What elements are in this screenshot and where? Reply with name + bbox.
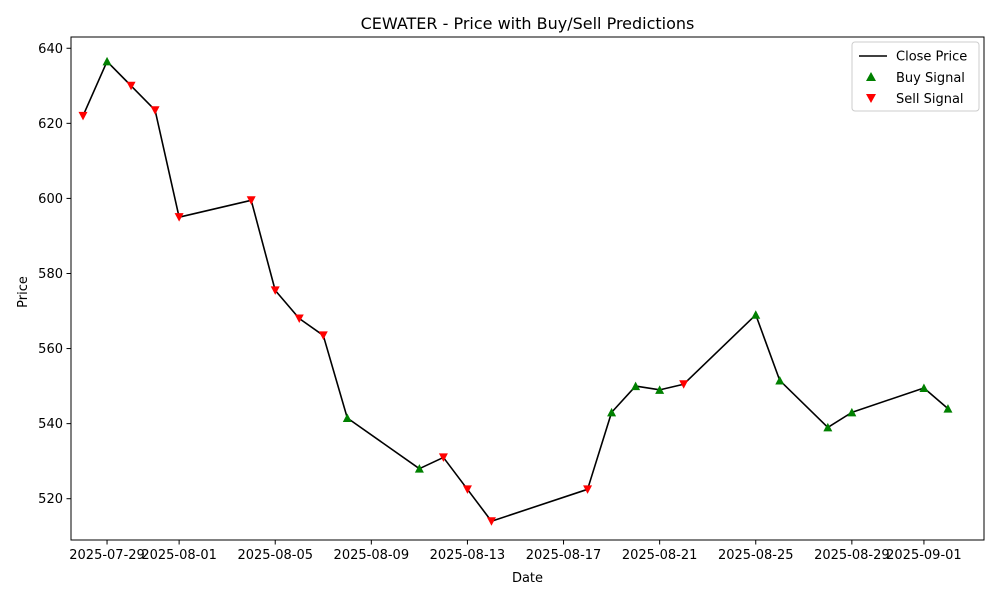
sell-signal-marker <box>246 196 256 205</box>
x-tick-label: 2025-09-01 <box>886 548 962 563</box>
legend: Close Price Buy Signal Sell Signal <box>851 41 980 112</box>
buy-signal-marker <box>751 310 761 319</box>
x-tick-label: 2025-08-09 <box>334 548 410 563</box>
legend-label-sell-signal: Sell Signal <box>896 92 964 107</box>
sell-signal-marker <box>583 485 593 494</box>
x-tick-label: 2025-08-13 <box>430 548 506 563</box>
buy-signal-marker <box>655 385 665 394</box>
chart-title: CEWATER - Price with Buy/Sell Prediction… <box>361 14 695 33</box>
buy-signal-marker <box>414 464 424 473</box>
x-tick-label: 2025-08-05 <box>237 548 313 563</box>
y-tick-label: 540 <box>38 417 63 432</box>
legend-sell-marker <box>866 94 876 103</box>
x-tick-label: 2025-08-25 <box>718 548 794 563</box>
buy-signal-marker <box>847 407 857 417</box>
sell-signal-marker <box>150 106 160 115</box>
sell-signal-marker <box>486 517 496 526</box>
x-tick-label: 2025-08-01 <box>141 548 217 563</box>
sell-signal-marker <box>126 81 136 91</box>
x-tick-label: 2025-08-21 <box>622 548 698 563</box>
y-tick-label: 620 <box>38 117 63 132</box>
buy-signal-marker <box>607 407 617 417</box>
y-tick-label: 600 <box>38 192 63 207</box>
y-axis-label: Price <box>16 276 31 308</box>
sell-signal-marker <box>78 111 88 121</box>
sell-signal-marker <box>679 380 689 389</box>
x-tick-label: 2025-08-29 <box>814 548 890 563</box>
sell-signal-marker <box>270 286 280 295</box>
x-axis-label: Date <box>512 571 543 586</box>
buy-signal-marker <box>823 422 833 432</box>
x-tick-label: 2025-08-17 <box>526 548 602 563</box>
legend-label-buy-signal: Buy Signal <box>896 71 965 86</box>
y-tick-label: 520 <box>38 492 63 507</box>
legend-buy-marker <box>866 72 876 81</box>
sell-signal-marker <box>174 213 184 222</box>
axes-frame <box>70 36 985 541</box>
sell-signal-marker <box>318 331 328 340</box>
buy-signal-marker <box>943 404 953 413</box>
buy-signal-marker <box>342 413 352 423</box>
legend-label-close-price: Close Price <box>896 50 967 65</box>
sell-signal-marker <box>438 453 448 462</box>
y-tick-label: 640 <box>38 42 63 57</box>
y-tick-label: 580 <box>38 267 63 282</box>
sell-signal-marker <box>294 314 304 324</box>
y-tick-label: 560 <box>38 342 63 357</box>
buy-signal-marker <box>631 381 641 391</box>
sell-signal-marker <box>462 485 472 494</box>
buy-signal-marker <box>775 375 785 385</box>
legend-box <box>851 41 980 112</box>
buy-signal-marker <box>102 56 112 66</box>
buy-signal-marker <box>919 383 929 392</box>
x-tick-label: 2025-07-29 <box>69 548 145 563</box>
